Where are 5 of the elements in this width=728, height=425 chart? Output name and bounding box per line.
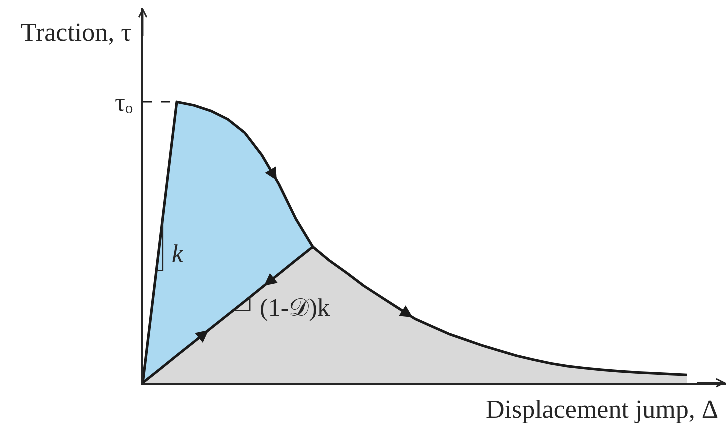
annotation: (1-𝒟)k bbox=[260, 295, 330, 322]
annotation: k bbox=[172, 241, 184, 268]
y-axis-title: Traction, τ bbox=[21, 18, 132, 47]
x-axis-title: Displacement jump, Δ bbox=[486, 395, 719, 424]
ref-line-label: τₒ bbox=[115, 88, 134, 117]
